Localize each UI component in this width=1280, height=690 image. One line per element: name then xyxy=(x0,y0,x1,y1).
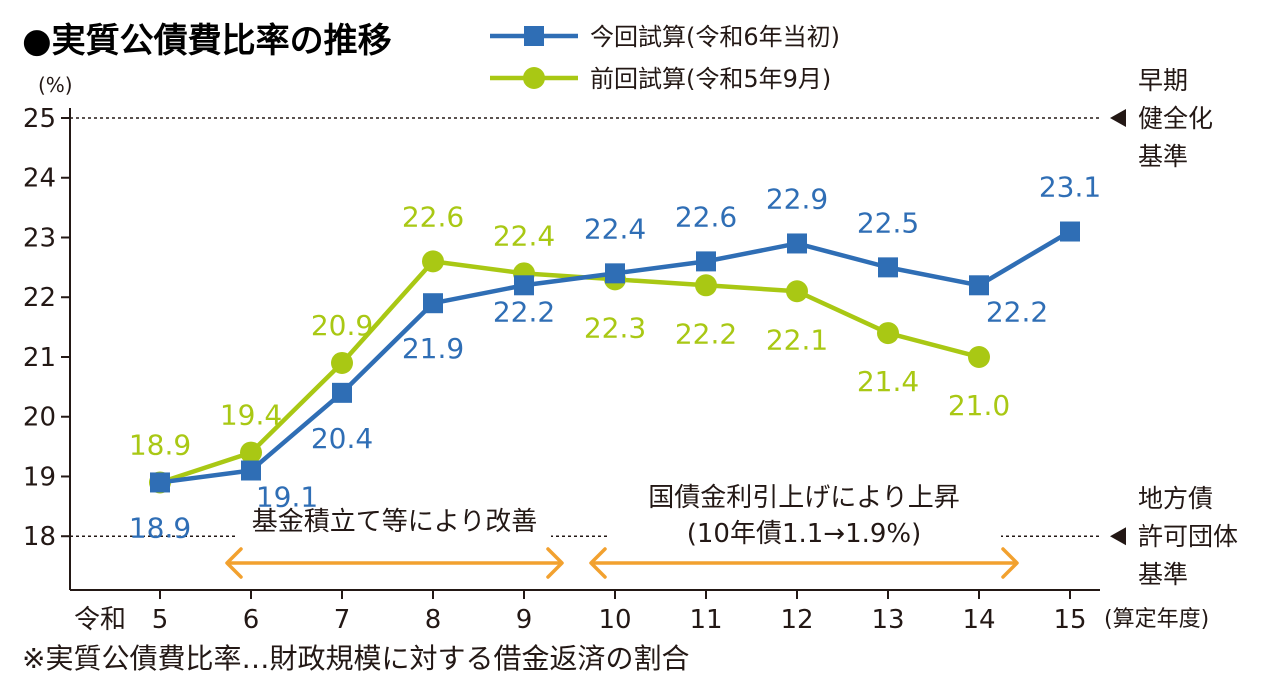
data-label: 22.4 xyxy=(584,212,646,245)
reference-label: 基準 xyxy=(1138,142,1188,171)
annotation-text: 国債金利引上げにより上昇 xyxy=(648,483,959,513)
x-tick-label: 13 xyxy=(871,605,904,635)
x-tick-label: 14 xyxy=(962,605,995,635)
data-label: 19.4 xyxy=(220,399,282,432)
annotations: 基金積立て等により改善 国債金利引上げにより上昇 (10年債1.1→1.9%) xyxy=(225,478,1019,579)
legend-label: 今回試算(令和6年当初) xyxy=(590,23,840,51)
reference-label: 健全化 xyxy=(1138,104,1213,133)
data-label: 22.6 xyxy=(402,200,464,233)
reference-pointer xyxy=(1110,527,1126,546)
x-tick-label: 15 xyxy=(1053,605,1086,635)
chart-axes xyxy=(69,108,1100,591)
data-point-square xyxy=(696,251,716,272)
annotation-text: (10年債1.1→1.9%) xyxy=(687,519,922,549)
data-point-square xyxy=(332,382,352,403)
annotation-arrowhead-left xyxy=(589,547,607,579)
y-tick-label: 21 xyxy=(23,343,56,373)
x-tick-label: 10 xyxy=(598,605,631,635)
x-tick-label: 7 xyxy=(334,605,351,635)
data-label: 20.9 xyxy=(311,309,373,342)
annotation-text-bg xyxy=(238,502,551,538)
data-label: 22.5 xyxy=(857,206,919,239)
data-labels: 18.9 19.1 20.4 21.9 22.2 22.4 22.6 22.9 22.5 22.2… xyxy=(129,171,1101,545)
annotation-arrowhead-left xyxy=(225,547,243,579)
y-tick-label: 18 xyxy=(23,522,56,552)
data-label: 19.1 xyxy=(256,481,318,514)
y-axis-unit: (%) xyxy=(38,73,73,97)
x-tick-label: 9 xyxy=(516,605,533,635)
data-label: 22.2 xyxy=(986,295,1048,328)
data-point-circle xyxy=(695,274,717,297)
reference-label: 基準 xyxy=(1138,560,1188,589)
data-label: 22.1 xyxy=(766,323,828,356)
data-label: 22.3 xyxy=(584,311,646,344)
data-label: 22.6 xyxy=(675,200,737,233)
data-label: 22.9 xyxy=(766,182,828,215)
reference-pointer xyxy=(1110,109,1126,127)
y-tick-label: 23 xyxy=(23,223,56,253)
y-tick-label: 20 xyxy=(23,403,56,433)
data-point-square xyxy=(969,275,989,296)
x-tick-label: 12 xyxy=(780,605,813,635)
annotation-arrowhead-right xyxy=(1001,547,1019,579)
reference-label: 許可団体 xyxy=(1138,522,1238,551)
y-tick-label: 19 xyxy=(23,462,56,492)
data-point-square xyxy=(514,275,534,296)
data-point-square xyxy=(878,257,898,278)
x-axis-ticks: 5 6 7 8 9 10 11 12 13 14 15 令和 (算定年度) xyxy=(74,590,1209,635)
y-tick-label: 22 xyxy=(23,283,56,313)
series-group xyxy=(149,221,1080,494)
data-label: 21.0 xyxy=(948,389,1010,422)
data-point-square xyxy=(241,460,261,481)
data-label: 23.1 xyxy=(1039,171,1101,204)
data-point-circle xyxy=(422,250,444,273)
legend-marker-circle xyxy=(523,67,545,89)
x-tick-label: 5 xyxy=(152,605,169,635)
series-line xyxy=(159,259,980,485)
x-axis-prefix: 令和 xyxy=(74,605,126,635)
data-label: 21.4 xyxy=(857,365,919,398)
data-point-square xyxy=(787,233,807,254)
y-axis-ticks: 18 19 20 21 22 23 24 25 xyxy=(23,104,70,552)
data-point-circle xyxy=(331,351,353,374)
data-label: 20.4 xyxy=(311,422,373,455)
chart-title: ●実質公債費比率の推移 xyxy=(22,21,392,61)
footnote: ※実質公債費比率…財政規模に対する借金返済の割合 xyxy=(22,642,689,675)
reference-label: 地方債 xyxy=(1138,484,1213,513)
legend-label: 前回試算(令和5年9月) xyxy=(590,65,831,93)
annotation-arrowhead-right xyxy=(546,547,564,579)
data-point-circle xyxy=(877,322,899,345)
data-point-circle xyxy=(240,441,262,464)
data-point-square xyxy=(605,263,625,284)
y-tick-label: 24 xyxy=(23,164,56,194)
annotation-text: 基金積立て等により改善 xyxy=(252,507,537,537)
data-label: 22.2 xyxy=(675,317,737,350)
data-label: 22.2 xyxy=(493,295,555,328)
x-axis-unit: (算定年度) xyxy=(1104,607,1209,632)
data-point-square xyxy=(1060,221,1080,242)
annotation-text-bg xyxy=(607,514,1001,550)
data-point-circle xyxy=(968,345,990,368)
data-label: 22.4 xyxy=(493,219,555,252)
y-tick-label: 25 xyxy=(23,104,56,134)
x-tick-label: 6 xyxy=(243,605,260,635)
x-tick-label: 8 xyxy=(425,605,442,635)
x-tick-label: 11 xyxy=(689,605,722,635)
chart-legend: 今回試算(令和6年当初) 前回試算(令和5年9月) xyxy=(490,23,840,93)
data-point-square xyxy=(423,293,443,314)
legend-marker-square xyxy=(524,26,544,46)
data-point-circle xyxy=(786,280,808,303)
data-label: 18.9 xyxy=(129,428,191,461)
data-label: 21.9 xyxy=(402,332,464,365)
annotation-text-bg xyxy=(634,478,974,514)
reference-label: 早期 xyxy=(1138,66,1188,95)
data-label: 18.9 xyxy=(129,511,191,544)
data-point-square xyxy=(150,472,170,493)
